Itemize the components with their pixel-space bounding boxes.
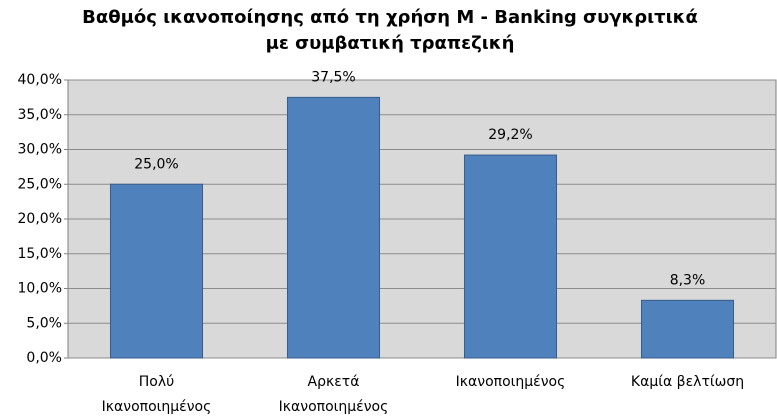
y-tick-label: 0,0% <box>26 350 62 366</box>
x-tick-label: Ικανοποιημένος <box>456 374 566 390</box>
x-tick-label: Αρκετά Ικανοποιημένος <box>279 374 389 415</box>
y-tick-label: 10,0% <box>18 281 62 297</box>
data-label: 37,5% <box>311 69 355 85</box>
chart-title: Βαθμός ικανοποίησης από τη χρήση M - Ban… <box>82 7 698 28</box>
bar <box>463 154 558 359</box>
bar <box>109 183 204 359</box>
y-tick-label: 15,0% <box>18 246 62 262</box>
bar <box>640 299 735 359</box>
y-tick-label: 5,0% <box>26 315 62 331</box>
data-label: 29,2% <box>488 127 532 143</box>
x-tick-label: Καμία βελτίωση <box>631 374 744 390</box>
data-label: 8,3% <box>670 272 706 288</box>
y-tick-label: 35,0% <box>18 107 62 123</box>
data-label: 25,0% <box>134 156 178 172</box>
y-tick-label: 20,0% <box>18 211 62 227</box>
y-tick-label: 30,0% <box>18 142 62 158</box>
chart-title: με συμβατική τραπεζική <box>266 33 515 54</box>
x-tick-label: Πολύ Ικανοποιημένος <box>102 374 212 415</box>
y-tick-label: 25,0% <box>18 176 62 192</box>
bar <box>286 96 381 359</box>
y-tick-label: 40,0% <box>18 72 62 88</box>
